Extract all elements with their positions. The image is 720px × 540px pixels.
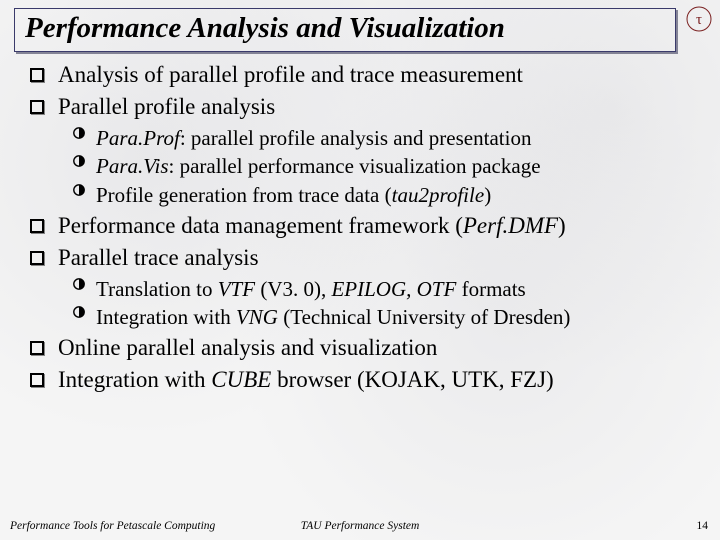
bullet-text: Analysis of parallel profile and trace m…: [58, 60, 700, 90]
bullet-post: (Technical University of Dresden): [278, 305, 570, 329]
square-bullet-icon: [30, 219, 44, 233]
format-name: EPILOG, OTF: [331, 277, 456, 301]
bullet-post: ): [558, 213, 566, 238]
bullet-mid: (V3. 0),: [255, 277, 331, 301]
tau-logo-icon: τ: [686, 6, 712, 32]
tool-name: CUBE: [211, 367, 271, 392]
bullet-l1: Integration with CUBE browser (KOJAK, UT…: [30, 365, 700, 395]
bullet-text: Para.Vis: parallel performance visualiza…: [96, 153, 700, 181]
bullet-pre: Integration with: [58, 367, 211, 392]
slide: τ Performance Analysis and Visualization…: [0, 0, 720, 540]
bullet-l1: Analysis of parallel profile and trace m…: [30, 60, 700, 90]
bullet-rest: : parallel performance visualization pac…: [169, 154, 541, 178]
tool-name: Para.Prof: [96, 126, 180, 150]
bullet-text: Parallel trace analysis: [58, 243, 700, 273]
harvey-ball-icon: [72, 277, 86, 291]
bullet-post: browser (KOJAK, UTK, FZJ): [271, 367, 553, 392]
harvey-ball-icon: [72, 183, 86, 197]
bullet-pre: Performance data management framework (: [58, 213, 463, 238]
bullet-pre: Profile generation from trace data (: [96, 183, 392, 207]
bullet-l1: Online parallel analysis and visualizati…: [30, 333, 700, 363]
bullet-rest: : parallel profile analysis and presenta…: [180, 126, 532, 150]
square-bullet-icon: [30, 68, 44, 82]
bullet-post: ): [484, 183, 491, 207]
harvey-ball-icon: [72, 126, 86, 140]
harvey-ball-icon: [72, 154, 86, 168]
bullet-text: Profile generation from trace data (tau2…: [96, 182, 700, 210]
bullet-pre: Integration with: [96, 305, 236, 329]
bullet-l1: Performance data management framework (P…: [30, 211, 700, 241]
square-bullet-icon: [30, 100, 44, 114]
square-bullet-icon: [30, 373, 44, 387]
bullet-text: Performance data management framework (P…: [58, 211, 700, 241]
bullet-text: Para.Prof: parallel profile analysis and…: [96, 125, 700, 153]
bullet-text: Translation to VTF (V3. 0), EPILOG, OTF …: [96, 276, 700, 304]
bullet-pre: Translation to: [96, 277, 218, 301]
bullet-l2: Profile generation from trace data (tau2…: [72, 182, 700, 210]
tool-name: Perf.DMF: [463, 213, 558, 238]
square-bullet-icon: [30, 251, 44, 265]
content-area: Analysis of parallel profile and trace m…: [30, 60, 700, 398]
bullet-l1: Parallel trace analysis: [30, 243, 700, 273]
title-box: Performance Analysis and Visualization: [14, 8, 676, 52]
svg-text:τ: τ: [696, 12, 702, 28]
harvey-ball-icon: [72, 305, 86, 319]
bullet-post: formats: [456, 277, 525, 301]
tool-name: Para.Vis: [96, 154, 169, 178]
bullet-l2: Translation to VTF (V3. 0), EPILOG, OTF …: [72, 276, 700, 304]
bullet-text: Online parallel analysis and visualizati…: [58, 333, 700, 363]
bullet-text: Parallel profile analysis: [58, 92, 700, 122]
tool-name: tau2profile: [392, 183, 485, 207]
bullet-text: Integration with CUBE browser (KOJAK, UT…: [58, 365, 700, 395]
footer-center: TAU Performance System: [0, 520, 720, 532]
bullet-l2: Integration with VNG (Technical Universi…: [72, 304, 700, 332]
page-number: 14: [697, 520, 709, 532]
tool-name: VNG: [236, 305, 278, 329]
bullet-text: Integration with VNG (Technical Universi…: [96, 304, 700, 332]
bullet-l2: Para.Prof: parallel profile analysis and…: [72, 125, 700, 153]
bullet-l2: Para.Vis: parallel performance visualiza…: [72, 153, 700, 181]
slide-title: Performance Analysis and Visualization: [25, 13, 665, 45]
bullet-l1: Parallel profile analysis: [30, 92, 700, 122]
format-name: VTF: [218, 277, 255, 301]
square-bullet-icon: [30, 341, 44, 355]
